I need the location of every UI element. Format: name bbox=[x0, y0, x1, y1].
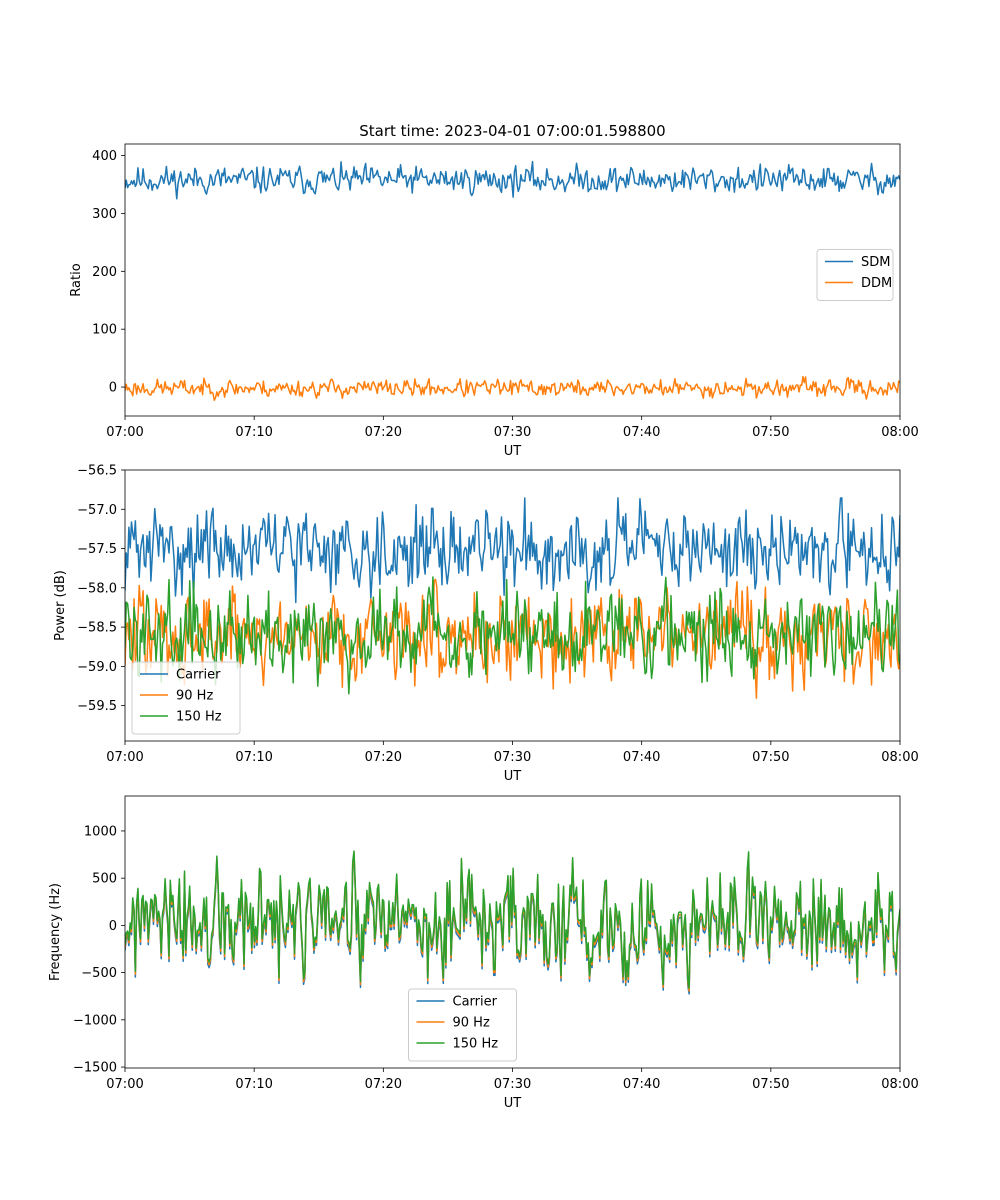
y-tick-label: 0 bbox=[109, 381, 117, 396]
x-tick-label: 07:50 bbox=[752, 750, 789, 765]
y-tick-label: 300 bbox=[92, 207, 117, 222]
y-tick-label: −57.5 bbox=[77, 542, 117, 557]
series-line-ddm bbox=[125, 375, 900, 402]
y-tick-label: −500 bbox=[81, 966, 117, 981]
x-axis-label: UT bbox=[504, 444, 522, 459]
x-tick-label: 07:40 bbox=[623, 750, 660, 765]
legend-label: SDM bbox=[861, 255, 890, 270]
axes-frame bbox=[124, 469, 901, 742]
x-tick-label: 07:50 bbox=[752, 425, 789, 440]
y-tick-label: 1000 bbox=[84, 824, 117, 839]
plot-area bbox=[125, 497, 900, 699]
y-tick-label: −56.5 bbox=[77, 464, 117, 479]
y-tick-label: 400 bbox=[92, 149, 117, 164]
x-tick-label: 07:10 bbox=[235, 750, 272, 765]
x-tick-label: 07:10 bbox=[235, 425, 272, 440]
y-axis-label: Ratio bbox=[69, 263, 84, 296]
series-line-150-hz bbox=[125, 576, 900, 695]
x-tick-label: 07:00 bbox=[106, 425, 143, 440]
x-axis-label: UT bbox=[504, 769, 522, 784]
series-line-90-hz bbox=[125, 578, 900, 699]
frequency-subplot: 07:00 07:10 07:20 07:30 07:40 07:50 08:00 UT −15… bbox=[48, 795, 919, 1111]
x-tick-label: 07:20 bbox=[365, 750, 402, 765]
y-axis-label: Power (dB) bbox=[53, 570, 68, 641]
x-axis-label: UT bbox=[504, 1096, 522, 1111]
x-tick-label: 07:00 bbox=[106, 750, 143, 765]
series-line-sdm bbox=[125, 160, 900, 200]
x-tick-label: 07:20 bbox=[365, 1077, 402, 1092]
legend-label: 150 Hz bbox=[453, 1037, 499, 1052]
x-tick-label: 07:30 bbox=[494, 1077, 531, 1092]
x-tick-label: 07:30 bbox=[494, 750, 531, 765]
x-tick-label: 07:20 bbox=[365, 425, 402, 440]
x-tick-label: 07:10 bbox=[235, 1077, 272, 1092]
y-tick-label: 0 bbox=[109, 919, 117, 934]
legend: SDM DDM bbox=[816, 249, 894, 301]
legend-label: 90 Hz bbox=[453, 1016, 490, 1031]
y-tick-label: −1500 bbox=[73, 1061, 117, 1076]
legend-label: 150 Hz bbox=[176, 710, 222, 725]
x-tick-label: 08:00 bbox=[881, 425, 918, 440]
x-tick-label: 07:30 bbox=[494, 425, 531, 440]
y-tick-label: −57.0 bbox=[77, 503, 117, 518]
legend-label: 90 Hz bbox=[176, 689, 213, 704]
y-tick-label: 200 bbox=[92, 265, 117, 280]
series-line-150-hz bbox=[125, 850, 900, 989]
x-tick-label: 07:00 bbox=[106, 1077, 143, 1092]
y-tick-label: −59.5 bbox=[77, 699, 117, 714]
y-tick-label: 500 bbox=[92, 872, 117, 887]
figure-title: Start time: 2023-04-01 07:00:01.598800 bbox=[359, 122, 665, 140]
y-tick-label: 100 bbox=[92, 323, 117, 338]
x-tick-label: 07:40 bbox=[623, 425, 660, 440]
plot-area bbox=[125, 160, 900, 402]
ratio-subplot: 07:00 07:10 07:20 07:30 07:40 07:50 08:00 UT 0 10… bbox=[69, 143, 919, 459]
legend-label: DDM bbox=[861, 276, 892, 291]
x-tick-label: 08:00 bbox=[881, 1077, 918, 1092]
y-tick-label: −58.0 bbox=[77, 581, 117, 596]
series-line-carrier bbox=[125, 497, 900, 604]
x-tick-label: 08:00 bbox=[881, 750, 918, 765]
legend: Carrier 90 Hz 150 Hz bbox=[131, 661, 241, 735]
power-subplot: 07:00 07:10 07:20 07:30 07:40 07:50 08:00 UT −59… bbox=[53, 464, 919, 785]
legend-label: Carrier bbox=[176, 668, 221, 683]
x-tick-label: 07:40 bbox=[623, 1077, 660, 1092]
legend: Carrier 90 Hz 150 Hz bbox=[408, 988, 517, 1062]
y-tick-label: −59.0 bbox=[77, 660, 117, 675]
plot-area bbox=[125, 850, 900, 995]
legend-label: Carrier bbox=[453, 995, 498, 1010]
y-tick-label: −58.5 bbox=[77, 621, 117, 636]
y-axis-label: Frequency (Hz) bbox=[48, 883, 63, 981]
y-tick-label: −1000 bbox=[73, 1013, 117, 1028]
x-tick-label: 07:50 bbox=[752, 1077, 789, 1092]
